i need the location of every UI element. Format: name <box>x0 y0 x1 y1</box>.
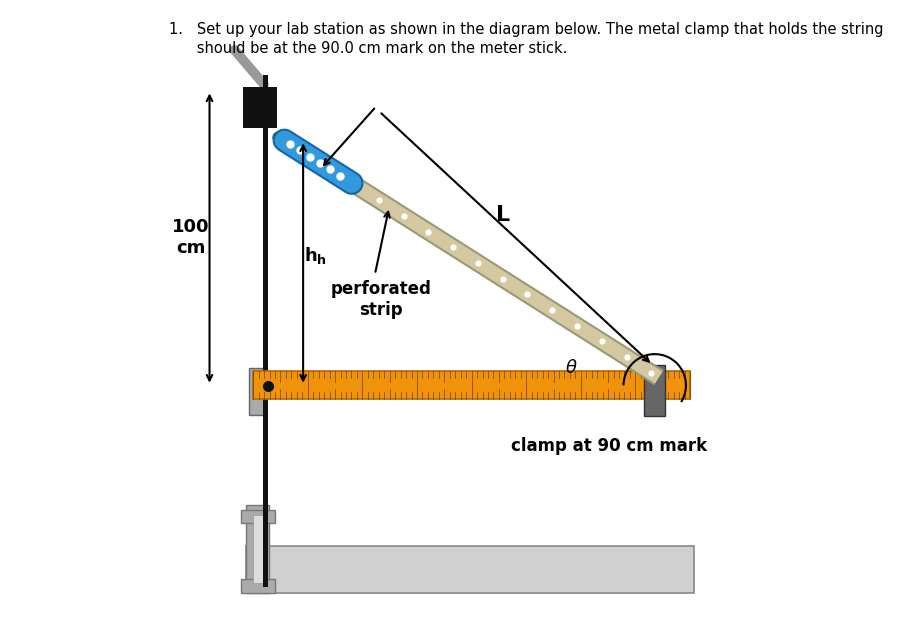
Bar <box>644 365 664 416</box>
Text: 100
cm: 100 cm <box>172 218 210 256</box>
Text: $\mathbf{h_h}$: $\mathbf{h_h}$ <box>303 245 327 266</box>
Bar <box>241 510 275 523</box>
Bar <box>253 371 690 399</box>
Text: perforated
strip: perforated strip <box>331 280 431 319</box>
Text: $\theta$: $\theta$ <box>565 359 578 377</box>
Bar <box>263 75 268 587</box>
Bar <box>249 368 266 415</box>
Bar <box>241 579 275 593</box>
Bar <box>242 87 277 128</box>
Text: should be at the 90.0 cm mark on the meter stick.: should be at the 90.0 cm mark on the met… <box>169 41 567 56</box>
Bar <box>252 515 266 583</box>
Text: 1.   Set up your lab station as shown in the diagram below. The metal clamp that: 1. Set up your lab station as shown in t… <box>169 22 883 37</box>
Text: L: L <box>496 205 509 225</box>
Bar <box>245 505 269 593</box>
Text: clamp at 90 cm mark: clamp at 90 cm mark <box>510 437 706 455</box>
Bar <box>245 546 693 593</box>
